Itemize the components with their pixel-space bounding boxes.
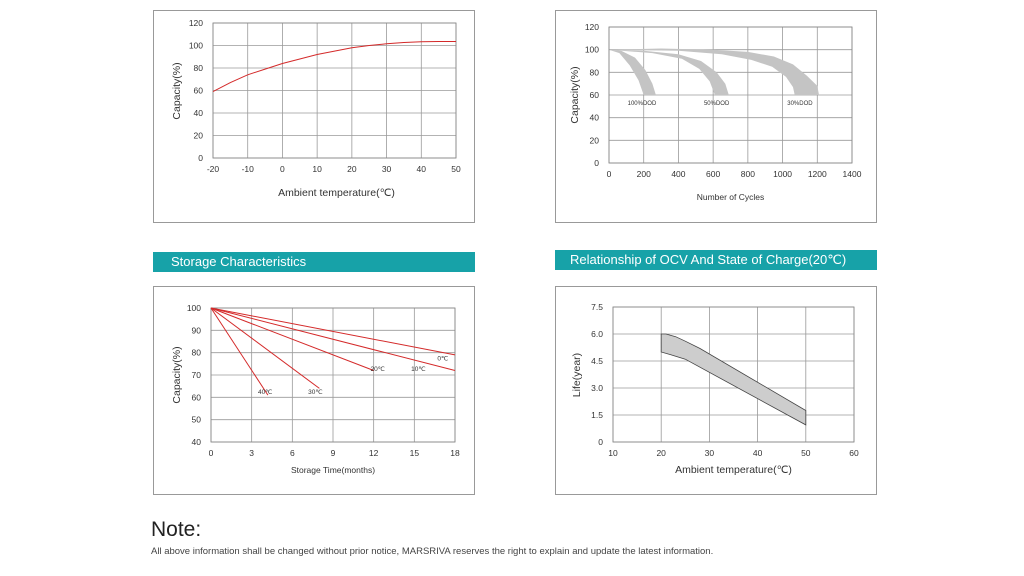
life-band — [660, 333, 807, 426]
y-tick-label: 100 — [585, 45, 599, 55]
x-tick-label: 15 — [410, 448, 420, 458]
x-tick-label: 50 — [451, 164, 461, 174]
y-tick-label: 40 — [194, 108, 204, 118]
series-line — [210, 307, 456, 371]
y-tick-label: 80 — [194, 63, 204, 73]
series-line — [210, 307, 269, 396]
x-tick-label: 0 — [607, 169, 612, 179]
y-tick-label: 7.5 — [591, 302, 603, 312]
dod-band — [609, 49, 656, 95]
y-tick-label: 6.0 — [591, 329, 603, 339]
x-tick-label: 400 — [671, 169, 685, 179]
x-tick-label: 1000 — [773, 169, 792, 179]
cycle-life-plot: 0 200 400 600 800 1000 1200 1400 0 20 40 60 80 100 120… — [569, 22, 862, 202]
y-tick-label: 120 — [189, 18, 203, 28]
x-tick-label: 10 — [608, 448, 618, 458]
series-label: 40℃ — [258, 389, 273, 396]
x-tick-label: 800 — [741, 169, 755, 179]
y-tick-label: 20 — [194, 131, 204, 141]
y-tick-label: 1.5 — [591, 410, 603, 420]
x-tick-label: 1400 — [843, 169, 862, 179]
plot-frame — [210, 307, 456, 443]
x-tick-label: 600 — [706, 169, 720, 179]
y-tick-label: 0 — [598, 437, 603, 447]
y-tick-label: 70 — [192, 370, 202, 380]
series-label: 30℃ — [308, 389, 323, 396]
series-line — [210, 307, 456, 356]
y-tick-label: 40 — [590, 113, 600, 123]
x-tick-label: 60 — [849, 448, 859, 458]
x-axis-label: Storage Time(months) — [291, 465, 375, 475]
y-tick-label: 90 — [192, 325, 202, 335]
y-tick-label: 120 — [585, 22, 599, 32]
series-label: 0℃ — [437, 355, 449, 362]
x-tick-label: 30 — [382, 164, 392, 174]
x-tick-label: 20 — [347, 164, 357, 174]
ocv-soc-banner: Relationship of OCV And State of Charge(… — [555, 250, 877, 270]
life-temperature-plot: 10 20 30 40 50 60 0 1.5 3.0 4.5 6.0 7.5 Ambient temp… — [571, 302, 859, 476]
x-tick-label: 30 — [705, 448, 715, 458]
y-axis-label: Capacity(%) — [171, 346, 183, 403]
plot-frame — [608, 26, 853, 164]
life-temperature-chart: 10 20 30 40 50 60 0 1.5 3.0 4.5 6.0 7.5 Ambient temp… — [555, 286, 877, 495]
plot-frame — [212, 22, 457, 159]
x-tick-label: 40 — [417, 164, 427, 174]
storage-characteristics-chart: 0 3 6 9 12 15 18 40 50 60 70 80 90 100 Storage Time(mo… — [153, 286, 475, 495]
y-axis-label: Capacity(%) — [171, 62, 183, 119]
x-tick-label: -20 — [207, 164, 220, 174]
series-label: 20℃ — [370, 366, 385, 373]
dod-label: 100%DOD — [628, 101, 657, 107]
x-tick-label: 18 — [450, 448, 460, 458]
x-tick-label: 20 — [656, 448, 666, 458]
temperature-capacity-chart: -20 -10 0 10 20 30 40 50 0 20 40 60 80 100 120 Ambient … — [153, 10, 475, 223]
y-tick-label: 80 — [590, 67, 600, 77]
x-tick-label: 50 — [801, 448, 811, 458]
x-axis-label: Ambient temperature(℃) — [278, 187, 395, 199]
x-axis-label: Number of Cycles — [697, 192, 765, 202]
x-axis-label: Ambient temperature(℃) — [675, 464, 792, 476]
x-tick-label: 12 — [369, 448, 379, 458]
dod-band — [609, 48, 819, 95]
y-axis-label: Capacity(%) — [569, 66, 581, 123]
y-tick-label: 50 — [192, 415, 202, 425]
temperature-capacity-plot: -20 -10 0 10 20 30 40 50 0 20 40 60 80 100 120 Ambient … — [171, 18, 461, 199]
series-line — [212, 41, 456, 93]
y-tick-label: 40 — [192, 437, 202, 447]
x-tick-label: 6 — [290, 448, 295, 458]
y-tick-label: 20 — [590, 135, 600, 145]
y-axis-label: Life(year) — [571, 353, 583, 397]
note-title: Note: — [151, 518, 202, 541]
x-tick-label: -10 — [242, 164, 255, 174]
storage-characteristics-banner: Storage Characteristics — [153, 252, 475, 272]
series-line — [210, 307, 320, 389]
y-tick-label: 100 — [187, 303, 201, 313]
y-tick-label: 100 — [189, 41, 203, 51]
x-tick-label: 1200 — [808, 169, 827, 179]
y-tick-label: 60 — [194, 86, 204, 96]
dod-label: 30%DOD — [787, 101, 813, 107]
y-tick-label: 4.5 — [591, 356, 603, 366]
x-tick-label: 200 — [637, 169, 651, 179]
cycle-life-chart: 0 200 400 600 800 1000 1200 1400 0 20 40 60 80 100 120… — [555, 10, 877, 223]
x-tick-label: 10 — [312, 164, 322, 174]
y-tick-label: 60 — [192, 392, 202, 402]
x-tick-label: 3 — [249, 448, 254, 458]
storage-characteristics-plot: 0 3 6 9 12 15 18 40 50 60 70 80 90 100 Storage Time(mo… — [171, 303, 460, 475]
plot-frame — [612, 306, 855, 443]
x-tick-label: 9 — [331, 448, 336, 458]
series-label: 10℃ — [411, 366, 426, 373]
y-tick-label: 80 — [192, 348, 202, 358]
y-tick-label: 0 — [594, 158, 599, 168]
dod-band — [609, 49, 729, 95]
y-tick-label: 0 — [198, 153, 203, 163]
y-tick-label: 3.0 — [591, 383, 603, 393]
x-tick-label: 0 — [280, 164, 285, 174]
y-tick-label: 60 — [590, 90, 600, 100]
x-tick-label: 0 — [209, 448, 214, 458]
note-text: All above information shall be changed w… — [151, 546, 714, 557]
series-line — [210, 307, 374, 371]
x-tick-label: 40 — [753, 448, 763, 458]
dod-label: 50%DOD — [704, 101, 730, 107]
